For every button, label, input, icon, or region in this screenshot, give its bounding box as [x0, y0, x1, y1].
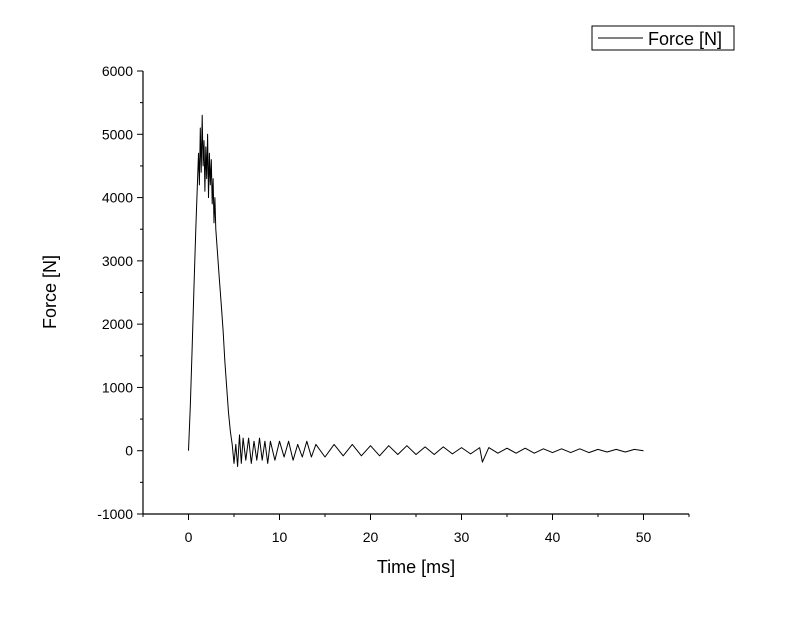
x-axis-title: Time [ms] — [377, 557, 455, 577]
x-axis: 0 10 20 30 40 50 — [142, 513, 690, 545]
x-tick-label: 10 — [272, 529, 288, 545]
series-line-force — [188, 114, 644, 467]
y-tick-label: -1000 — [97, 506, 133, 522]
y-tick-label: 0 — [125, 443, 133, 459]
y-tick-label: 2000 — [102, 316, 133, 332]
y-tick-label: 1000 — [102, 379, 133, 395]
x-tick-label: 0 — [185, 529, 193, 545]
y-tick-label: 4000 — [102, 190, 133, 206]
x-tick-label: 40 — [545, 529, 561, 545]
y-tick-label: 6000 — [102, 63, 133, 79]
legend-entry-force: Force [N] — [648, 29, 722, 49]
y-axis-title: Force [N] — [40, 255, 60, 329]
x-tick-label: 30 — [454, 529, 470, 545]
plot-area — [188, 114, 644, 467]
x-tick-label: 20 — [363, 529, 379, 545]
x-tick-label: 50 — [636, 529, 652, 545]
y-tick-label: 3000 — [102, 253, 133, 269]
legend: Force [N] — [591, 25, 735, 51]
y-axis: -1000 0 1000 2000 3000 4000 5000 6000 — [97, 63, 144, 522]
y-tick-label: 5000 — [102, 126, 133, 142]
